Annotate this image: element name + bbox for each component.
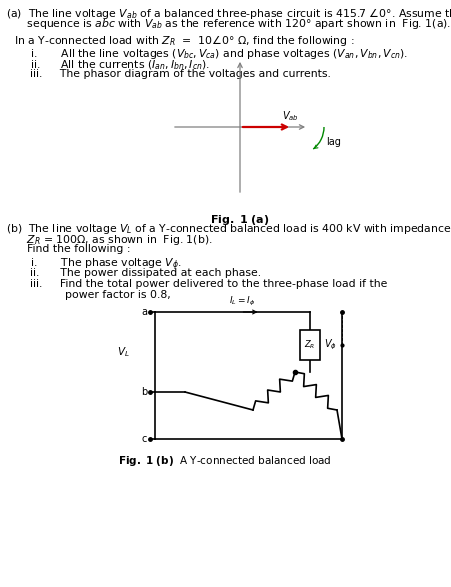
Text: $\bf{Fig.\ 1\ (a)}$: $\bf{Fig.\ 1\ (a)}$	[210, 213, 269, 227]
Bar	[299, 330, 319, 360]
Text: In a Y-connected load with $Z_R$  =  10$\angle$0° Ω, find the following :: In a Y-connected load with $Z_R$ = 10$\a…	[14, 33, 354, 48]
Text: a: a	[141, 307, 147, 317]
Text: $V_{ab}$: $V_{ab}$	[281, 109, 298, 123]
Text: ii.      All the currents ($I_{an}, I_{bn}, I_{cn}$).: ii. All the currents ($I_{an}, I_{bn}, I…	[30, 58, 209, 72]
Text: (a)  The line voltage $V_{ab}$ of a balanced three-phase circuit is 415.7 $\angl: (a) The line voltage $V_{ab}$ of a balan…	[6, 6, 451, 21]
Text: $V_\phi$: $V_\phi$	[323, 338, 336, 352]
Text: ii.      The power dissipated at each phase.: ii. The power dissipated at each phase.	[30, 268, 261, 278]
Text: sequence is $abc$ with $V_{ab}$ as the reference with 120° apart shown in  Fig. : sequence is $abc$ with $V_{ab}$ as the r…	[6, 17, 450, 31]
Text: lag: lag	[325, 137, 340, 147]
Text: iii.     The phasor diagram of the voltages and currents.: iii. The phasor diagram of the voltages …	[30, 69, 330, 79]
Text: iii.     Find the total power delivered to the three-phase load if the: iii. Find the total power delivered to t…	[30, 279, 387, 289]
Text: $V_L$: $V_L$	[117, 345, 130, 359]
Text: b: b	[140, 387, 147, 397]
Text: $Z_R$ = 100Ω, as shown in  Fig. 1(b).: $Z_R$ = 100Ω, as shown in Fig. 1(b).	[6, 233, 212, 247]
Text: Find the following :: Find the following :	[6, 244, 130, 254]
Text: $I_L = I_\phi$: $I_L = I_\phi$	[229, 295, 255, 308]
Text: i.       The phase voltage $V_\phi$.: i. The phase voltage $V_\phi$.	[30, 257, 181, 274]
Text: $\bf{Fig.\ 1\ (b)}$  A Y-connected balanced load: $\bf{Fig.\ 1\ (b)}$ A Y-connected balanc…	[118, 454, 331, 468]
Text: c: c	[141, 434, 147, 444]
Text: (b)  The line voltage $V_L$ of a Y-connected balanced load is 400 kV with impeda: (b) The line voltage $V_L$ of a Y-connec…	[6, 222, 451, 236]
Text: power factor is 0.8,: power factor is 0.8,	[30, 290, 170, 300]
Text: i.       All the line voltages ($V_{bc}, V_{ca}$) and phase voltages ($V_{an}, V: i. All the line voltages ($V_{bc}, V_{ca…	[30, 47, 407, 61]
Text: $Z_R$: $Z_R$	[304, 339, 315, 351]
